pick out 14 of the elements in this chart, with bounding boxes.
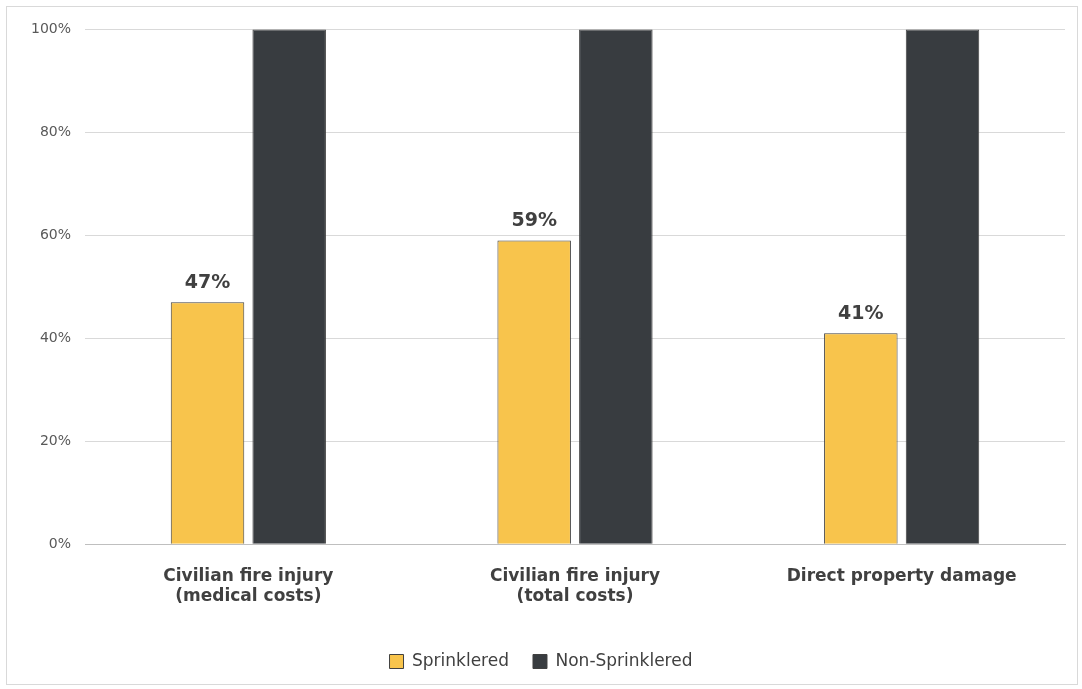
y-tick-label: 0% [48,534,72,551]
data-label: 41% [838,300,884,323]
y-tick-label: 40% [39,328,72,345]
x-tick-label: Civilian fire injury (total costs) [489,564,661,606]
x-tick-label: Civilian fire injury (medical costs) [163,564,334,606]
y-tick-label: 80% [39,123,72,139]
y-tick-label: 100% [30,20,72,37]
data-label: 59% [511,207,557,230]
legend-label: Sprinklered [412,649,509,670]
y-tick-label: 60% [39,225,72,242]
y-tick-label: 20% [39,431,72,448]
x-tick-label: Direct property damage [786,564,1017,585]
data-label: 47% [184,269,231,292]
legend-label: Non-Sprinklered [555,649,693,670]
